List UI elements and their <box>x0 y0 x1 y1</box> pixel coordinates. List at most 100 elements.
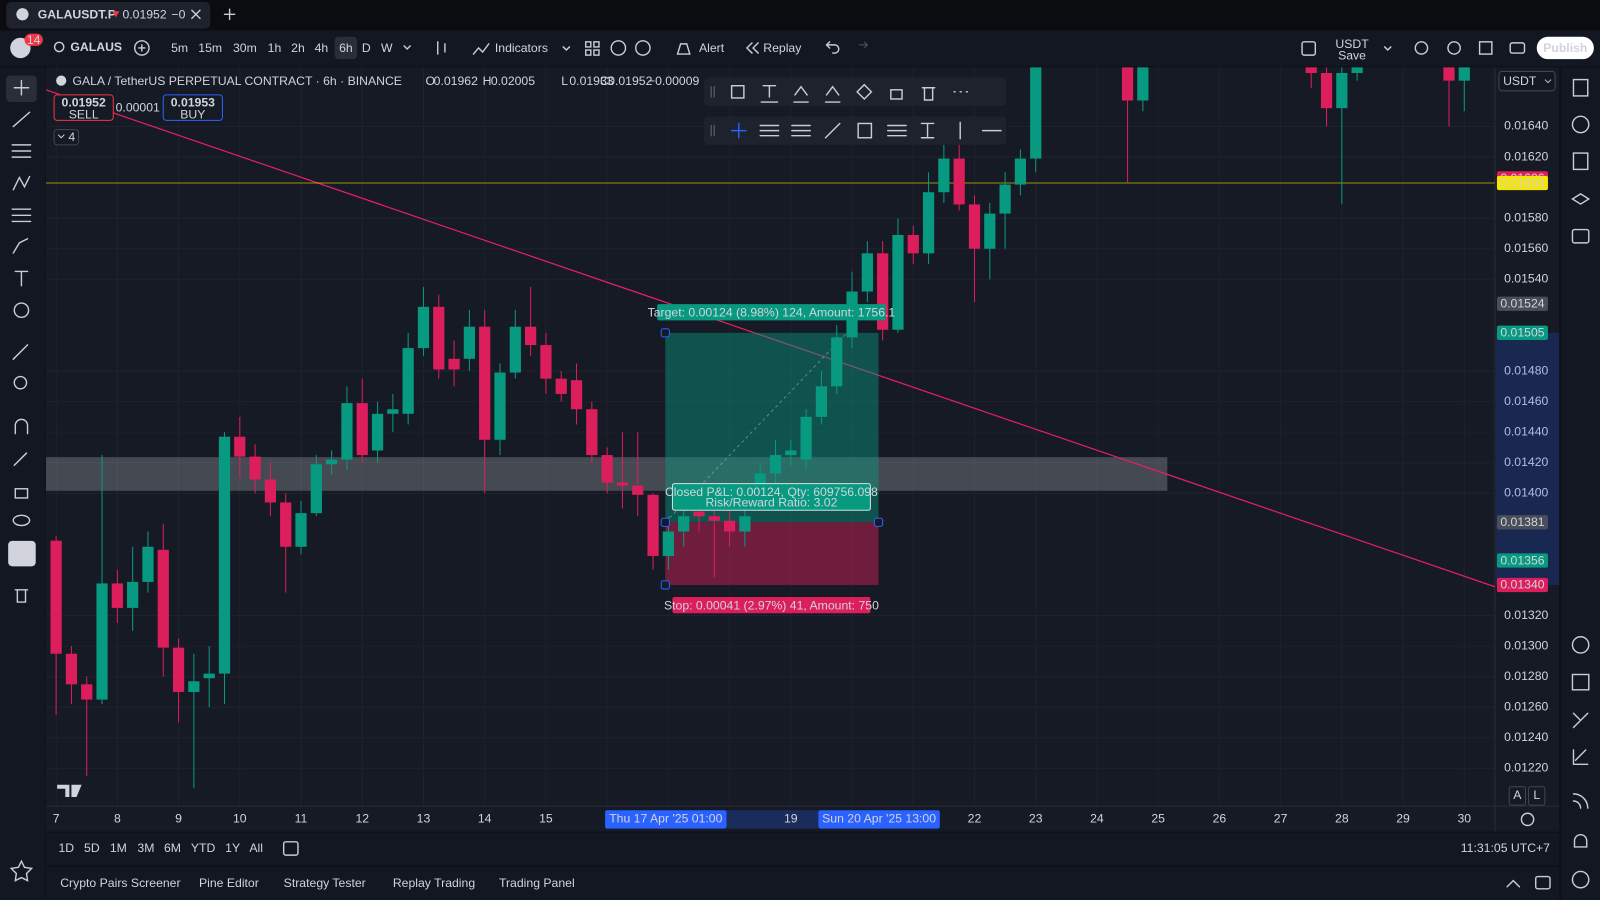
maximize-icon[interactable] <box>1535 875 1551 890</box>
close-tab-icon[interactable] <box>191 9 201 20</box>
indicators-button[interactable]: Indicators <box>495 41 548 55</box>
interval[interactable]: 6h <box>339 41 353 55</box>
buy-button[interactable] <box>162 94 223 121</box>
text-tool[interactable] <box>14 270 29 287</box>
interval[interactable]: W <box>381 41 393 55</box>
rect-icon[interactable] <box>857 122 873 139</box>
layout-icon[interactable] <box>585 41 592 48</box>
quick-icon[interactable] <box>610 40 627 56</box>
lines-icon[interactable] <box>759 124 780 137</box>
bottom-tab[interactable]: Trading Panel <box>499 876 575 890</box>
hide-tool[interactable] <box>12 514 31 527</box>
icon-tool[interactable] <box>13 302 30 319</box>
indicator-toggle[interactable] <box>53 129 80 146</box>
currency-chevron[interactable] <box>1383 46 1392 52</box>
range-button[interactable]: 6M <box>164 841 181 855</box>
currency-select[interactable] <box>1498 70 1556 92</box>
interval[interactable]: D <box>362 41 371 55</box>
range-icon[interactable] <box>920 122 935 139</box>
bottom-tab[interactable]: Strategy Tester <box>284 876 366 890</box>
layers-icon[interactable] <box>1571 193 1591 205</box>
brush-tool[interactable] <box>12 238 29 254</box>
notifications-icon[interactable] <box>1573 833 1588 848</box>
range-button[interactable]: 1M <box>110 841 127 855</box>
settings-icon[interactable] <box>856 83 873 100</box>
search-icon[interactable] <box>53 41 65 53</box>
fib-tool[interactable] <box>11 144 32 158</box>
range-button[interactable]: 5D <box>84 841 100 855</box>
draw-mode-tool[interactable] <box>13 452 28 467</box>
magnet-tool[interactable] <box>14 418 29 435</box>
snapshot-icon[interactable] <box>1509 42 1526 54</box>
line-icon[interactable] <box>824 122 841 139</box>
new-tab-icon[interactable] <box>223 8 236 21</box>
chat-icon[interactable] <box>1571 228 1590 244</box>
chart-type-icon[interactable] <box>403 41 446 55</box>
publish-button[interactable] <box>1536 36 1594 60</box>
alert-button[interactable]: Alert <box>699 41 725 55</box>
help-icon[interactable] <box>1571 870 1590 889</box>
interval[interactable]: 5m <box>171 41 188 55</box>
replay-button[interactable]: Replay <box>763 41 802 55</box>
alerts-icon[interactable] <box>1571 115 1590 134</box>
sell-button[interactable] <box>53 94 114 121</box>
alert-icon[interactable] <box>676 43 691 55</box>
target-icon[interactable] <box>1571 636 1590 654</box>
range-button[interactable]: 3M <box>137 841 154 855</box>
interval[interactable]: 4h <box>315 41 329 55</box>
scale-button-frame[interactable] <box>1508 786 1527 806</box>
handle[interactable] <box>660 580 670 590</box>
redo-icon[interactable] <box>859 41 869 49</box>
cursor-icon[interactable] <box>730 122 747 139</box>
handle[interactable] <box>660 517 670 527</box>
scale-button-frame[interactable] <box>1528 786 1546 806</box>
publish-label[interactable]: Publish <box>1543 41 1587 55</box>
crosshair-tool[interactable] <box>13 79 30 96</box>
template-icon[interactable] <box>730 85 745 99</box>
indicators-icon[interactable] <box>472 43 571 55</box>
scale-button[interactable]: L <box>1533 788 1540 802</box>
tab[interactable] <box>6 2 211 29</box>
measure-tool[interactable] <box>12 344 29 360</box>
pattern-tool[interactable] <box>12 175 31 191</box>
handle[interactable] <box>660 328 670 338</box>
border-icon[interactable] <box>824 85 841 103</box>
interval[interactable]: 2h <box>291 41 305 55</box>
bottom-tab[interactable]: Crypto Pairs Screener <box>60 876 180 890</box>
fill-icon[interactable] <box>793 85 809 103</box>
interval[interactable]: 1h <box>268 41 282 55</box>
fullscreen-icon[interactable] <box>1478 41 1493 55</box>
date-range-icon[interactable] <box>282 841 299 856</box>
compare-icon[interactable] <box>133 40 150 56</box>
lock-icon[interactable] <box>890 89 903 100</box>
range-button[interactable]: 1D <box>59 841 75 855</box>
projection-tool[interactable] <box>11 208 32 223</box>
watchlist-star[interactable] <box>9 859 34 882</box>
axis-settings-icon[interactable] <box>1520 812 1535 827</box>
calendar-icon[interactable] <box>1571 673 1590 691</box>
layout-toggle[interactable] <box>1301 41 1317 56</box>
range-button[interactable]: All <box>249 841 263 855</box>
trendline-tool[interactable] <box>12 111 31 128</box>
toolbar-icon[interactable] <box>1414 41 1429 55</box>
handle[interactable] <box>873 517 884 527</box>
symbol-search[interactable]: GALAUS <box>70 40 122 54</box>
scale-button[interactable]: A <box>1513 788 1522 802</box>
zoom-tool[interactable] <box>13 375 28 390</box>
text-color-icon[interactable] <box>760 85 779 103</box>
interval[interactable]: 30m <box>233 41 257 55</box>
bottom-tab[interactable]: Replay Trading <box>393 876 475 890</box>
replay-icon[interactable] <box>745 42 759 54</box>
link-tool[interactable] <box>8 540 36 567</box>
axis-currency[interactable]: USDT <box>1503 74 1537 88</box>
lines-icon[interactable] <box>791 124 811 137</box>
quick-icon[interactable] <box>635 40 651 56</box>
news-icon[interactable] <box>1572 152 1589 171</box>
lock-tool[interactable] <box>14 488 29 499</box>
stream-icon[interactable] <box>1572 793 1589 809</box>
bottom-tab[interactable]: Pine Editor <box>199 876 259 890</box>
range-button[interactable]: YTD <box>191 841 216 855</box>
lines-icon[interactable] <box>887 124 907 137</box>
delete-icon[interactable] <box>921 87 936 101</box>
undo-icon[interactable] <box>825 41 840 54</box>
